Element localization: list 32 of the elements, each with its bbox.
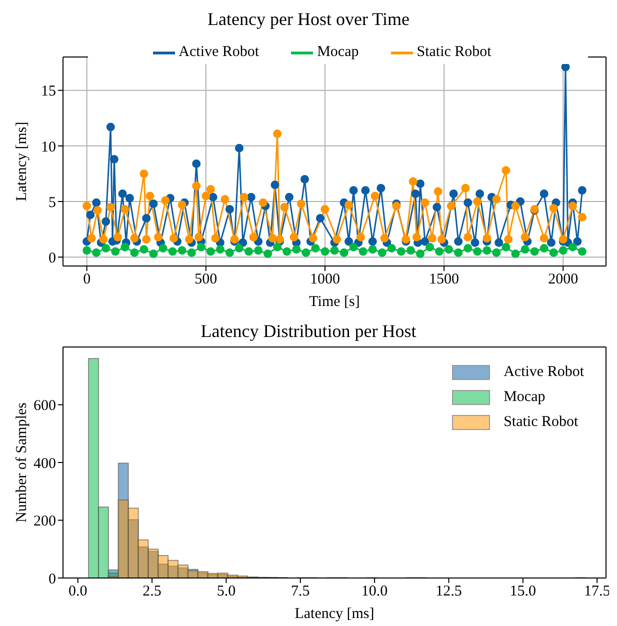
x-tick-label: 15.0: [510, 584, 536, 600]
legend-label: Static Robot: [416, 44, 492, 60]
y-tick-label: 0: [48, 250, 56, 266]
legend-label: Static Robot: [504, 413, 578, 432]
x-tick-label: 10.0: [361, 584, 388, 600]
x-tick-label: 0.0: [68, 584, 88, 600]
y-axis-title: Number of Samples: [14, 402, 30, 522]
chart-title: Latency Distribution per Host: [200, 320, 418, 342]
y-tick-label: 400: [34, 456, 56, 472]
x-tick-label: 2000: [548, 272, 578, 288]
legend-label: Active Robot: [178, 44, 260, 60]
x-tick-label: 12.5: [436, 584, 462, 600]
y-tick-label: 5: [48, 194, 56, 211]
y-tick-label: 600: [34, 398, 56, 414]
y-tick-label: 15: [41, 84, 56, 100]
legend-label: Active Robot: [504, 363, 584, 382]
x-axis-title: Time [s]: [309, 294, 360, 310]
y-tick-label: 0: [48, 571, 56, 588]
legend-label: Mocap: [504, 388, 546, 407]
x-tick-label: 0: [83, 272, 91, 288]
chart-title: Latency per Host over Time: [206, 8, 410, 30]
x-tick-label: 500: [194, 272, 218, 288]
legend-label: Mocap: [317, 44, 359, 60]
x-tick-label: 5.0: [216, 584, 236, 600]
x-tick-label: 7.5: [291, 584, 310, 600]
x-axis-title: Latency [ms]: [294, 606, 374, 622]
y-tick-label: 10: [41, 139, 56, 156]
x-tick-label: 1000: [310, 272, 340, 288]
x-tick-label: 2.5: [142, 584, 162, 600]
y-tick-label: 200: [34, 514, 56, 530]
y-axis-title: Latency [ms]: [14, 122, 30, 202]
x-tick-label: 1500: [429, 272, 460, 288]
